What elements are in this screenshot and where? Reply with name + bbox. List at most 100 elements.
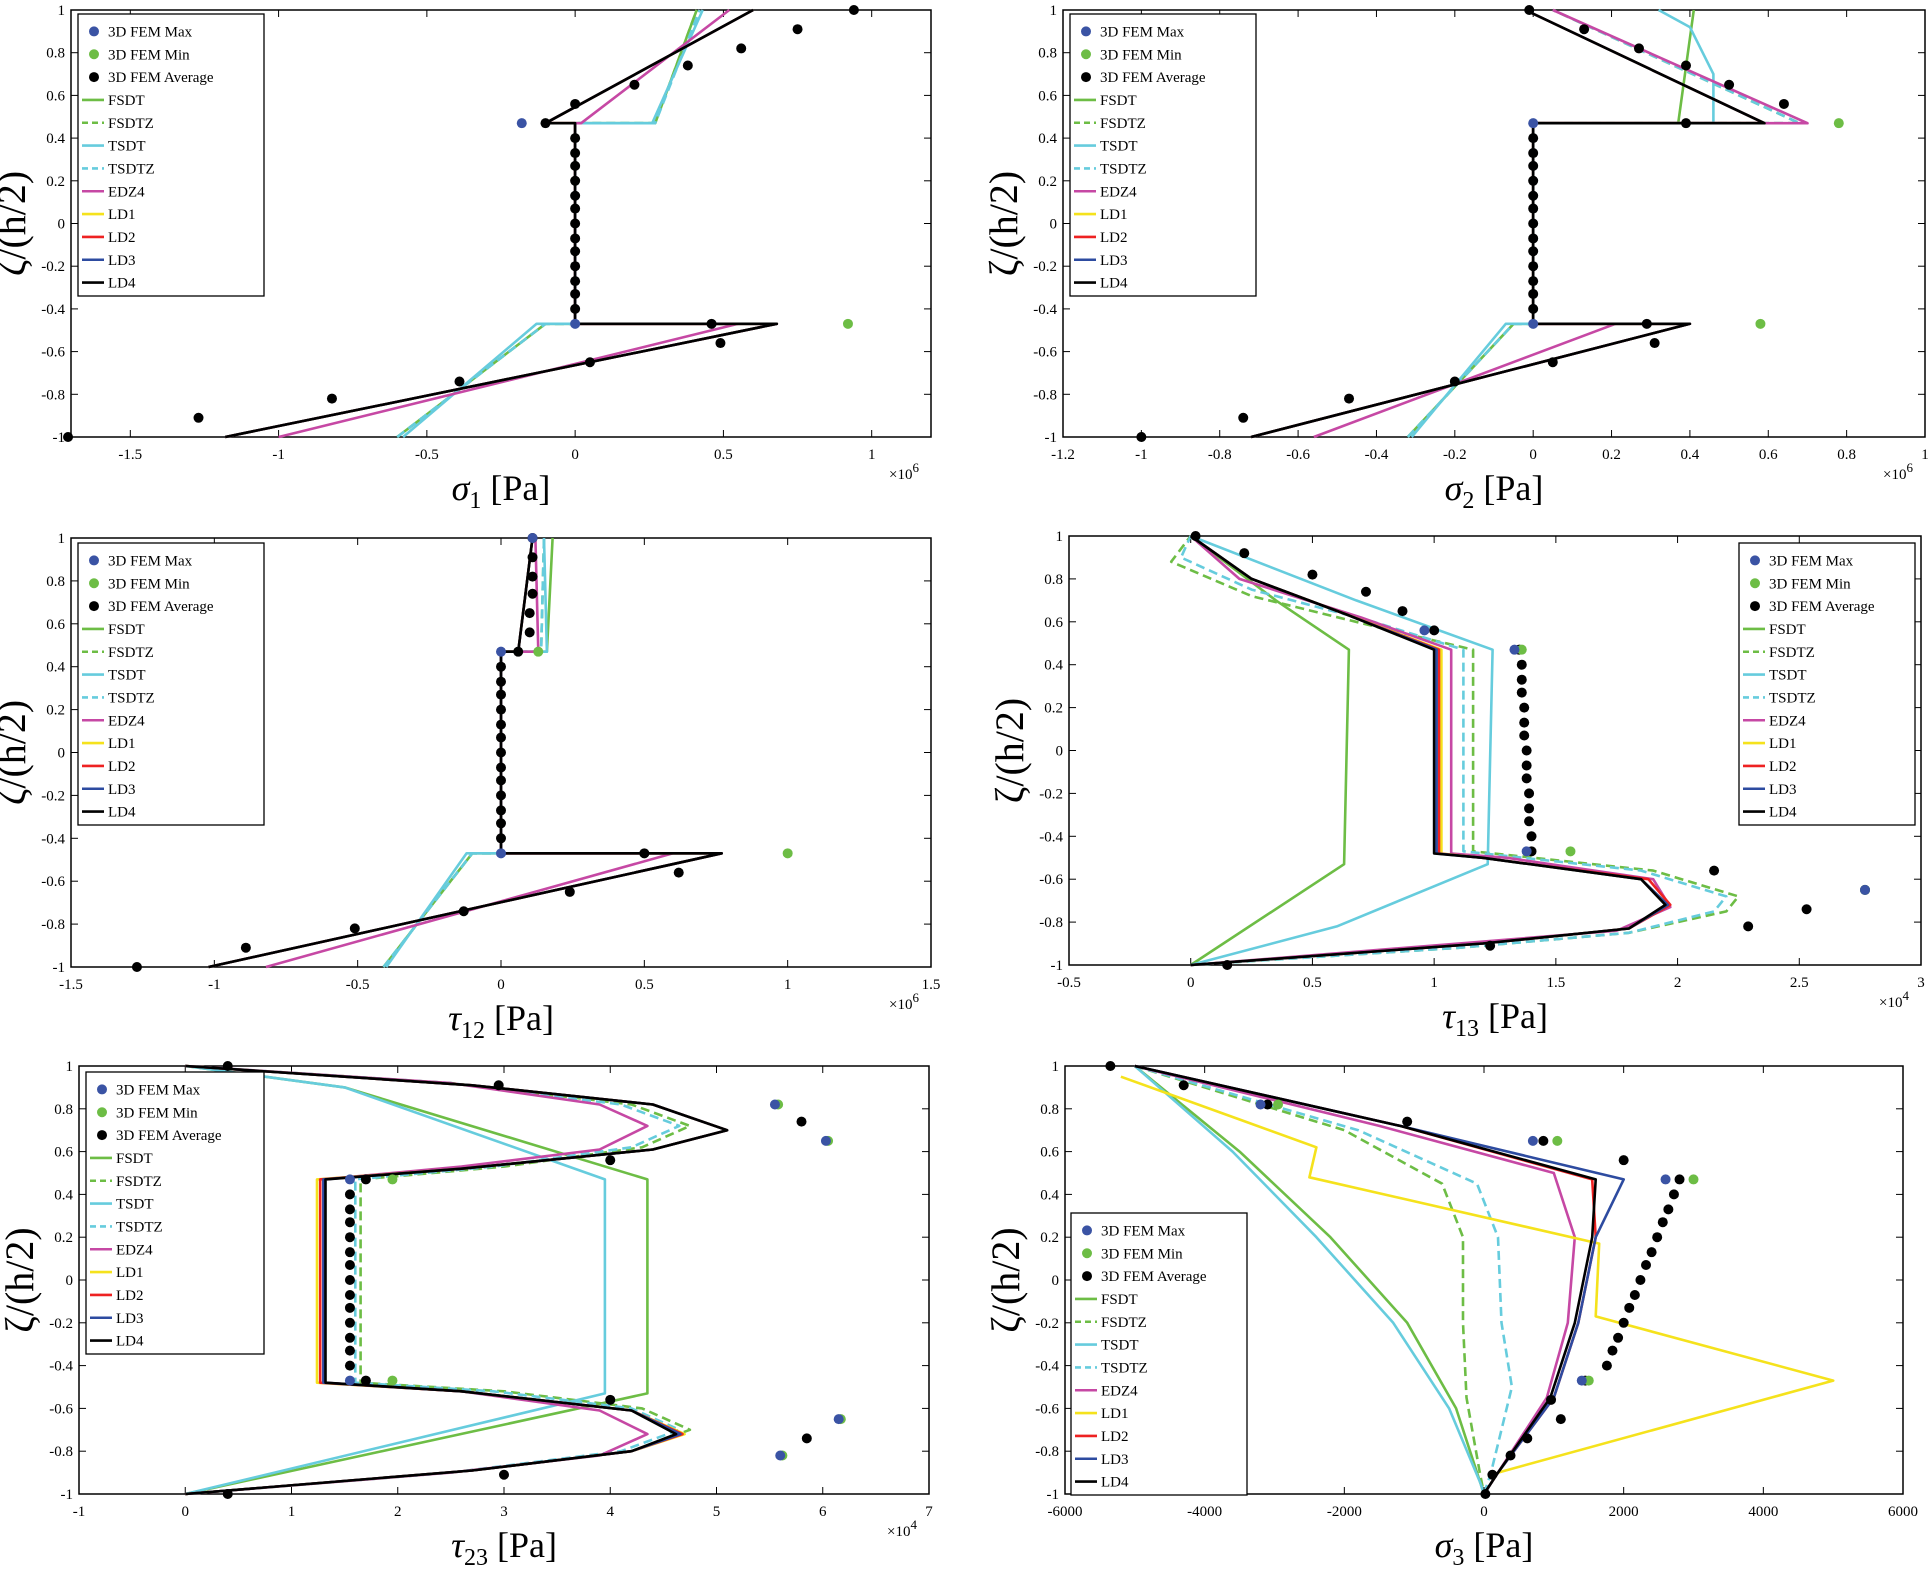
fem-average-point bbox=[1519, 702, 1530, 713]
x-multiplier: ×104 bbox=[887, 1517, 917, 1540]
legend: 3D FEM Max 3D FEM Min 3D FEM Average FSDT FS… bbox=[1738, 542, 1916, 826]
fem-average-point bbox=[1633, 43, 1644, 54]
fem-average-point bbox=[1528, 276, 1539, 287]
legend-marker bbox=[1750, 578, 1760, 589]
fem-average-point bbox=[629, 79, 640, 90]
x-tick-label: -0.8 bbox=[1208, 447, 1232, 463]
x-tick-label: 0.6 bbox=[1759, 447, 1778, 463]
fem-average-point bbox=[1778, 98, 1789, 109]
fem-average-point bbox=[1624, 1302, 1635, 1313]
fem-average-point bbox=[1105, 1061, 1116, 1071]
fem-min-point bbox=[1272, 1099, 1283, 1110]
legend-label: FSDTZ bbox=[1769, 645, 1815, 661]
legend-label: 3D FEM Max bbox=[1100, 24, 1185, 40]
fem-average-point bbox=[344, 1317, 355, 1328]
legend-marker bbox=[1750, 555, 1760, 566]
fem-average-point bbox=[222, 1061, 233, 1071]
legend: 3D FEM Max 3D FEM Min 3D FEM Average FSDT FS… bbox=[1070, 1212, 1248, 1496]
legend-box bbox=[1070, 1212, 1248, 1496]
fem-average-point bbox=[1344, 393, 1355, 404]
y-tick-label: 0.6 bbox=[1040, 1145, 1059, 1161]
legend-label: TSDTZ bbox=[116, 1219, 163, 1235]
fem-max-point bbox=[496, 848, 506, 859]
legend-label: EDZ4 bbox=[1101, 1383, 1138, 1399]
y-tick-label: -0.2 bbox=[41, 788, 65, 804]
y-tick-label: 0.2 bbox=[1044, 701, 1063, 717]
fem-average-point bbox=[639, 848, 650, 859]
legend-label: FSDT bbox=[108, 93, 145, 109]
fem-average-point bbox=[349, 923, 360, 934]
fem-average-point bbox=[570, 98, 581, 109]
fem-average-point bbox=[1524, 5, 1535, 15]
fem-max-point bbox=[496, 646, 506, 657]
fem-average-point bbox=[1528, 261, 1539, 272]
series-line-ld4 bbox=[1189, 534, 1667, 967]
y-tick-label: -0.6 bbox=[49, 1401, 73, 1417]
legend-label: LD3 bbox=[1100, 253, 1128, 269]
legend-label: LD3 bbox=[108, 253, 136, 269]
y-tick-label: 1 bbox=[1056, 529, 1064, 545]
x-multiplier: ×106 bbox=[1883, 460, 1913, 483]
legend-label: FSDT bbox=[1100, 93, 1137, 109]
legend-label: TSDTZ bbox=[108, 161, 155, 177]
x-axis-label: σ1 [Pa] bbox=[452, 468, 551, 514]
fem-average-point bbox=[1547, 357, 1558, 368]
fem-average-point bbox=[493, 1080, 504, 1091]
fem-average-point bbox=[1680, 118, 1691, 129]
fem-min-point bbox=[1583, 1375, 1594, 1386]
legend-label: 3D FEM Max bbox=[1101, 1223, 1186, 1239]
legend-label: FSDT bbox=[1769, 622, 1806, 638]
legend-label: LD3 bbox=[1769, 782, 1797, 798]
y-tick-label: -1 bbox=[53, 430, 66, 446]
fem-average-point bbox=[527, 571, 538, 582]
y-tick-label: -0.8 bbox=[41, 917, 65, 933]
fem-average-point bbox=[344, 1217, 355, 1228]
fem-max-point bbox=[570, 318, 581, 329]
fem-average-point bbox=[1505, 1450, 1516, 1461]
fem-average-point bbox=[344, 1247, 355, 1258]
fem-average-point bbox=[1522, 1433, 1533, 1444]
fem-average-point bbox=[1652, 1232, 1663, 1243]
y-tick-label: -0.4 bbox=[1039, 829, 1063, 845]
series-line-ld4 bbox=[1134, 1064, 1597, 1495]
legend-label: 3D FEM Min bbox=[108, 576, 190, 592]
series-line-tsdt bbox=[1133, 1065, 1486, 1495]
fem-average-point bbox=[344, 1289, 355, 1300]
y-tick-label: 0.8 bbox=[46, 574, 65, 590]
legend-label: TSDT bbox=[1101, 1338, 1139, 1354]
fem-average-point bbox=[1528, 148, 1539, 159]
fem-average-point bbox=[1449, 376, 1460, 387]
fem-average-point bbox=[344, 1260, 355, 1271]
fem-average-point bbox=[1239, 548, 1250, 559]
legend-label: 3D FEM Average bbox=[1101, 1269, 1207, 1285]
fem-min-point bbox=[387, 1375, 398, 1386]
fem-average-point bbox=[1743, 921, 1754, 932]
y-tick-label: 0.8 bbox=[46, 46, 65, 62]
fem-average-point bbox=[1528, 288, 1539, 299]
x-tick-label: 0.5 bbox=[635, 977, 654, 993]
legend: 3D FEM Max 3D FEM Min 3D FEM Average FSDT FS… bbox=[1069, 13, 1257, 297]
legend-label: 3D FEM Max bbox=[116, 1082, 201, 1098]
legend-label: TSDT bbox=[108, 139, 146, 155]
fem-average-point bbox=[344, 1275, 355, 1285]
legend-marker bbox=[97, 1130, 107, 1141]
legend-label: 3D FEM Max bbox=[108, 553, 193, 569]
fem-average-point bbox=[1555, 1414, 1566, 1425]
legend-label: TSDTZ bbox=[1101, 1360, 1148, 1376]
y-tick-label: 0 bbox=[58, 746, 66, 762]
fem-average-point bbox=[1613, 1332, 1624, 1343]
fem-max-point bbox=[1521, 846, 1532, 857]
y-tick-label: 1 bbox=[58, 3, 66, 19]
fem-average-point bbox=[1521, 760, 1532, 771]
y-tick-label: 1 bbox=[1052, 1059, 1060, 1075]
legend-label: 3D FEM Average bbox=[1769, 599, 1875, 615]
legend: 3D FEM Max 3D FEM Min 3D FEM Average FSDT FS… bbox=[77, 13, 265, 297]
x-multiplier: ×106 bbox=[889, 460, 919, 483]
fem-average-point bbox=[1635, 1275, 1646, 1285]
legend-label: LD4 bbox=[1100, 276, 1128, 292]
y-tick-label: -0.8 bbox=[1039, 915, 1063, 931]
fem-average-point bbox=[360, 1174, 371, 1185]
x-tick-label: -1 bbox=[208, 977, 221, 993]
x-tick-label: 1 bbox=[868, 447, 876, 463]
y-tick-label: 0.2 bbox=[46, 174, 65, 190]
